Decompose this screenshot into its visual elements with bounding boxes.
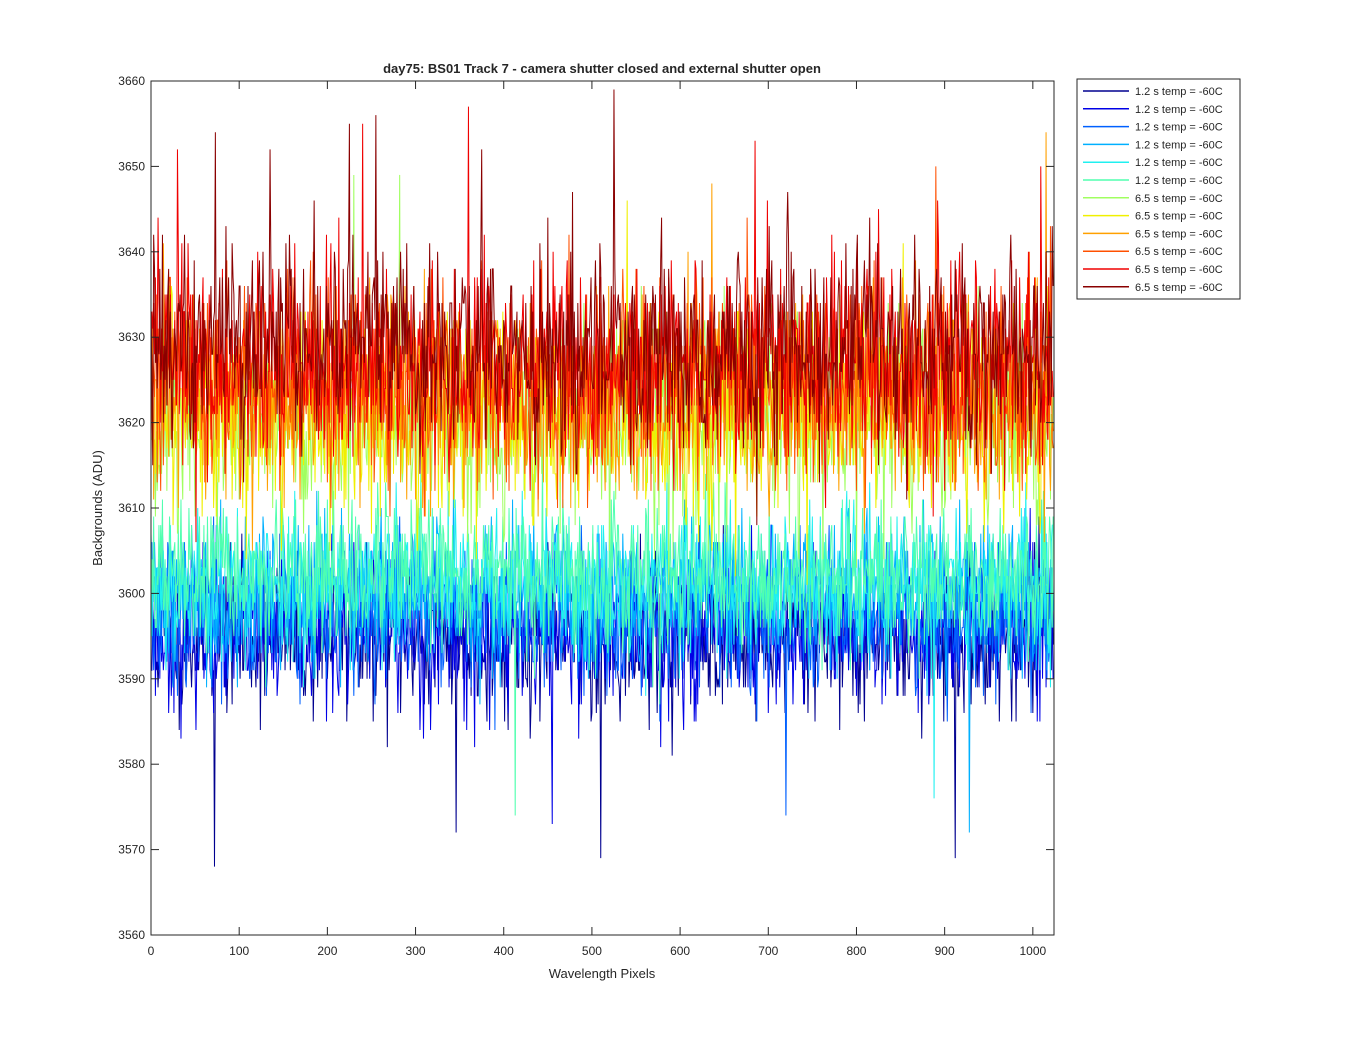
series-line-6 — [151, 448, 1054, 816]
legend-label-10: 6.5 s temp = -60C — [1135, 246, 1223, 258]
plot-area: 0 100 200 300 400 500 600 700 800 900 1000 3560 3570… — [118, 74, 1055, 958]
legend-label-9: 6.5 s temp = -60C — [1135, 228, 1223, 240]
x-tick-label: 100 — [229, 944, 249, 958]
x-tick-label: 1000 — [1019, 944, 1046, 958]
x-tick-label: 500 — [582, 944, 602, 958]
x-tick-label: 900 — [935, 944, 955, 958]
x-axis-label: Wavelength Pixels — [549, 966, 656, 981]
y-tick-label: 3650 — [118, 159, 145, 173]
x-tick-label: 400 — [494, 944, 514, 958]
x-tick-label: 300 — [406, 944, 426, 958]
y-tick-label: 3560 — [118, 928, 145, 942]
chart-title: day75: BS01 Track 7 - camera shutter clo… — [383, 61, 821, 76]
legend-items: 1.2 s temp = -60C 1.2 s temp = -60C 1.2 s … — [1083, 86, 1223, 294]
y-tick-label: 3600 — [118, 586, 145, 600]
y-tick-label: 3630 — [118, 330, 145, 344]
y-tick-label: 3590 — [118, 672, 145, 686]
legend-label-11: 6.5 s temp = -60C — [1135, 264, 1223, 276]
y-tick-label: 3570 — [118, 843, 145, 857]
y-tick-label: 3580 — [118, 757, 145, 771]
legend-box — [1076, 78, 1241, 300]
ticks-layer: 0 100 200 300 400 500 600 700 800 900 1000 3560 3570… — [118, 74, 1054, 958]
y-axis-label: Backgrounds (ADU) — [90, 450, 105, 566]
y-tick-label: 3660 — [118, 74, 145, 88]
y-tick-label: 3620 — [118, 416, 145, 430]
legend-label-7: 6.5 s temp = -60C — [1135, 193, 1223, 205]
legend-label-4: 1.2 s temp = -60C — [1135, 139, 1223, 151]
legend-label-1: 1.2 s temp = -60C — [1135, 86, 1223, 98]
legend-label-6: 1.2 s temp = -60C — [1135, 175, 1223, 187]
legend-label-5: 1.2 s temp = -60C — [1135, 157, 1223, 169]
legend-label-3: 1.2 s temp = -60C — [1135, 122, 1223, 134]
series-line-12 — [151, 89, 1054, 526]
legend-label-12: 6.5 s temp = -60C — [1135, 282, 1223, 294]
legend-label-2: 1.2 s temp = -60C — [1135, 104, 1223, 116]
series-layer — [151, 89, 1054, 867]
legend-label-8: 6.5 s temp = -60C — [1135, 211, 1223, 223]
y-tick-label: 3640 — [118, 245, 145, 259]
x-tick-label: 700 — [758, 944, 778, 958]
x-tick-label: 600 — [670, 944, 690, 958]
x-tick-label: 200 — [317, 944, 337, 958]
y-tick-label: 3610 — [118, 501, 145, 515]
x-tick-label: 800 — [846, 944, 866, 958]
legend: 1.2 s temp = -60C 1.2 s temp = -60C 1.2 s … — [1076, 78, 1241, 300]
x-tick-label: 0 — [148, 944, 155, 958]
